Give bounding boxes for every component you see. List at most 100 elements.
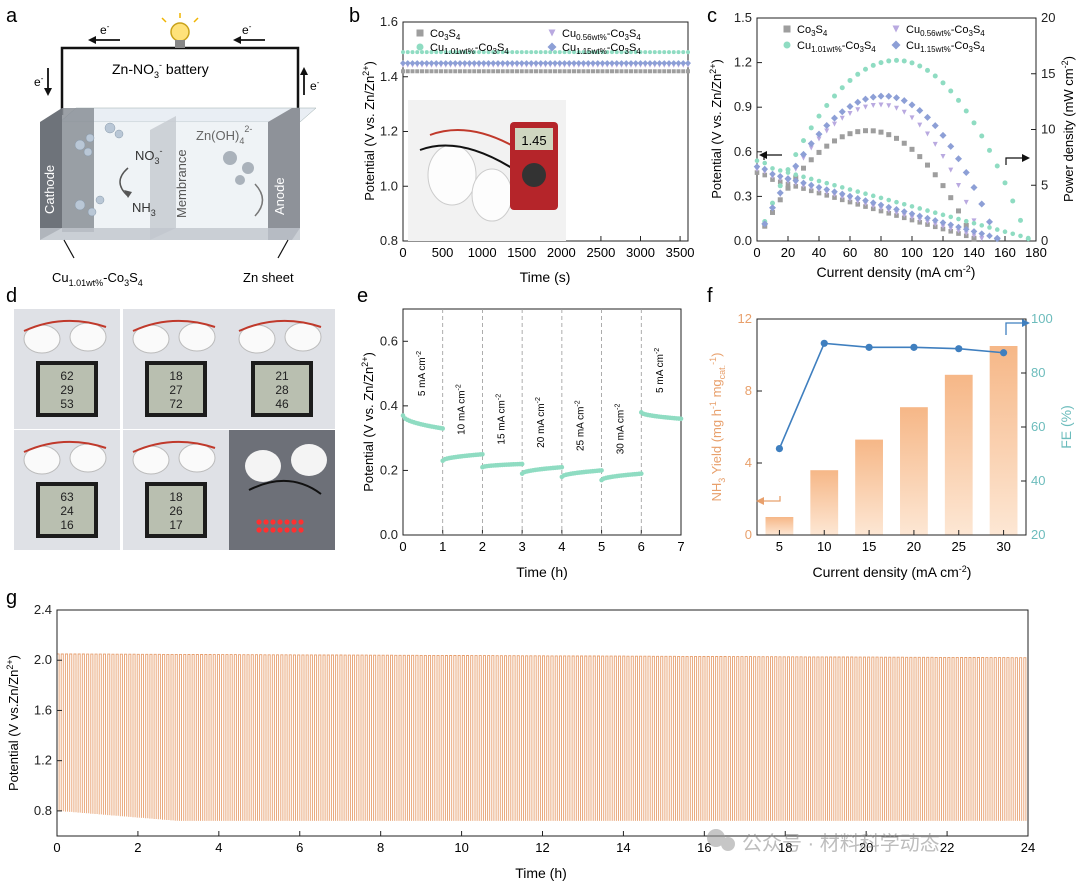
series-point bbox=[681, 50, 686, 55]
series-point bbox=[434, 69, 439, 74]
polarization-point bbox=[901, 201, 907, 207]
y-tick-label: 0 bbox=[745, 527, 752, 542]
lcd-readout: 63 bbox=[60, 490, 74, 504]
x-tick-label: 10 bbox=[454, 840, 468, 855]
series-point bbox=[401, 69, 405, 74]
power-point bbox=[801, 155, 806, 161]
step-label: 15 mA cm-2 bbox=[495, 394, 507, 445]
power-point bbox=[962, 168, 970, 176]
polarization-point bbox=[940, 224, 946, 230]
series-point bbox=[529, 50, 534, 55]
power-point bbox=[948, 88, 954, 94]
power-point bbox=[986, 218, 993, 226]
x-tick-label: 2500 bbox=[586, 245, 615, 260]
lcd-screen bbox=[149, 486, 203, 534]
lcd-readout: 27 bbox=[169, 383, 183, 397]
series-point bbox=[671, 50, 676, 55]
curved-arrow-icon bbox=[119, 167, 129, 197]
polarization-point bbox=[963, 231, 969, 236]
potential-point bbox=[599, 468, 604, 473]
x-tick-label: 500 bbox=[432, 245, 454, 260]
power-point bbox=[877, 92, 885, 100]
polarization-point bbox=[870, 193, 876, 199]
y-tick-label: 0 bbox=[1041, 233, 1048, 248]
power-point bbox=[801, 165, 806, 171]
y-tick-label: 0.4 bbox=[380, 398, 398, 413]
power-point bbox=[940, 183, 946, 189]
legend-label: Cu1.15wt%-Co3S4 bbox=[906, 40, 985, 54]
series-point bbox=[401, 50, 405, 55]
power-point bbox=[863, 104, 868, 110]
legend-label: Cu0.56wt%-Co3S4 bbox=[906, 24, 985, 38]
polarization-point bbox=[994, 227, 1000, 232]
series-point bbox=[562, 69, 567, 74]
y-axis-label: Potential (V vs.Zn/Zn2+) bbox=[5, 655, 21, 791]
series-point bbox=[528, 60, 535, 67]
x-tick-label: 20 bbox=[781, 245, 795, 260]
polarization-point bbox=[893, 206, 900, 213]
arrow-left-icon bbox=[233, 36, 265, 44]
series-point bbox=[542, 60, 549, 67]
power-point bbox=[956, 97, 961, 103]
polarization-point bbox=[877, 201, 885, 209]
series-point bbox=[561, 60, 568, 67]
x-tick-label: 20 bbox=[859, 840, 873, 855]
x-axis-label: Current density (mA cm-2) bbox=[813, 564, 972, 580]
power-point bbox=[979, 236, 985, 242]
series-point bbox=[638, 50, 643, 55]
polarization-point bbox=[808, 176, 814, 182]
series-point bbox=[680, 60, 687, 67]
series-point bbox=[400, 60, 406, 67]
polarization-point bbox=[854, 195, 862, 202]
power-point bbox=[846, 102, 854, 110]
polarization-point bbox=[925, 208, 930, 213]
series-point bbox=[548, 69, 553, 74]
led-light bbox=[270, 519, 276, 525]
power-point bbox=[839, 115, 845, 121]
y-axis-left-label: Potential (V vs. Zn/Zn2+) bbox=[708, 59, 724, 199]
polarization-point bbox=[753, 163, 761, 170]
series-point bbox=[523, 60, 530, 67]
series-point bbox=[415, 50, 420, 55]
potential-point bbox=[638, 471, 644, 476]
power-point bbox=[901, 140, 907, 146]
power-point bbox=[916, 106, 924, 114]
step-label: 5 mA cm-2 bbox=[416, 351, 428, 396]
x-tick-label: 8 bbox=[377, 840, 384, 855]
panel-label-d: d bbox=[6, 285, 17, 307]
series-point bbox=[466, 60, 473, 67]
series-point bbox=[651, 60, 658, 67]
lcd-readout: 18 bbox=[169, 490, 183, 504]
series-point bbox=[610, 50, 614, 55]
legend-marker bbox=[547, 42, 557, 52]
series-point bbox=[591, 50, 595, 55]
y-tick-label: 1.5 bbox=[734, 10, 752, 25]
polarization-point bbox=[863, 204, 868, 209]
polarization-point bbox=[855, 202, 861, 207]
power-point bbox=[878, 102, 884, 108]
fe-line bbox=[778, 342, 1004, 449]
power-point bbox=[870, 103, 876, 109]
polarization-point bbox=[940, 226, 946, 232]
polarization-point bbox=[948, 226, 954, 232]
cell-bottle bbox=[245, 450, 281, 482]
x-tick-label: 180 bbox=[1025, 245, 1047, 260]
fe-point bbox=[999, 349, 1008, 357]
polarization-point bbox=[1002, 229, 1008, 234]
yield-bar bbox=[810, 470, 839, 535]
series-point bbox=[657, 50, 662, 55]
step-label: 10 mA cm-2 bbox=[456, 384, 468, 435]
lcd-readout: 17 bbox=[169, 518, 183, 532]
step-label: 30 mA cm-2 bbox=[614, 403, 626, 454]
series-point bbox=[461, 60, 468, 67]
polarization-point bbox=[793, 172, 799, 178]
series-point bbox=[586, 50, 591, 55]
series-point bbox=[590, 60, 596, 67]
series-point bbox=[429, 50, 434, 55]
series-point bbox=[496, 69, 500, 74]
series-point bbox=[553, 69, 557, 74]
polarization-point bbox=[894, 199, 899, 205]
polarization-point bbox=[878, 195, 884, 201]
polarization-point bbox=[971, 233, 977, 239]
panel-label-b: b bbox=[349, 5, 360, 27]
